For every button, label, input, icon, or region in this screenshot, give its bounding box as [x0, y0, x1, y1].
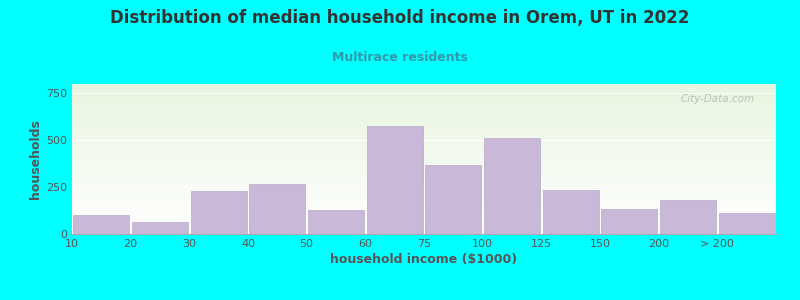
Bar — [366, 126, 422, 234]
Text: City-Data.com: City-Data.com — [681, 94, 755, 104]
Bar — [543, 190, 598, 234]
Bar — [484, 138, 540, 234]
Text: Distribution of median household income in Orem, UT in 2022: Distribution of median household income … — [110, 9, 690, 27]
Bar — [250, 184, 306, 234]
Bar — [660, 200, 716, 234]
Bar — [308, 210, 364, 234]
X-axis label: household income ($1000): household income ($1000) — [330, 253, 518, 266]
Y-axis label: households: households — [29, 119, 42, 199]
Bar — [719, 213, 774, 234]
Bar — [190, 191, 246, 234]
Bar — [74, 215, 129, 234]
Text: Multirace residents: Multirace residents — [332, 51, 468, 64]
Bar — [426, 165, 482, 234]
Bar — [132, 222, 188, 234]
Bar — [602, 209, 658, 234]
